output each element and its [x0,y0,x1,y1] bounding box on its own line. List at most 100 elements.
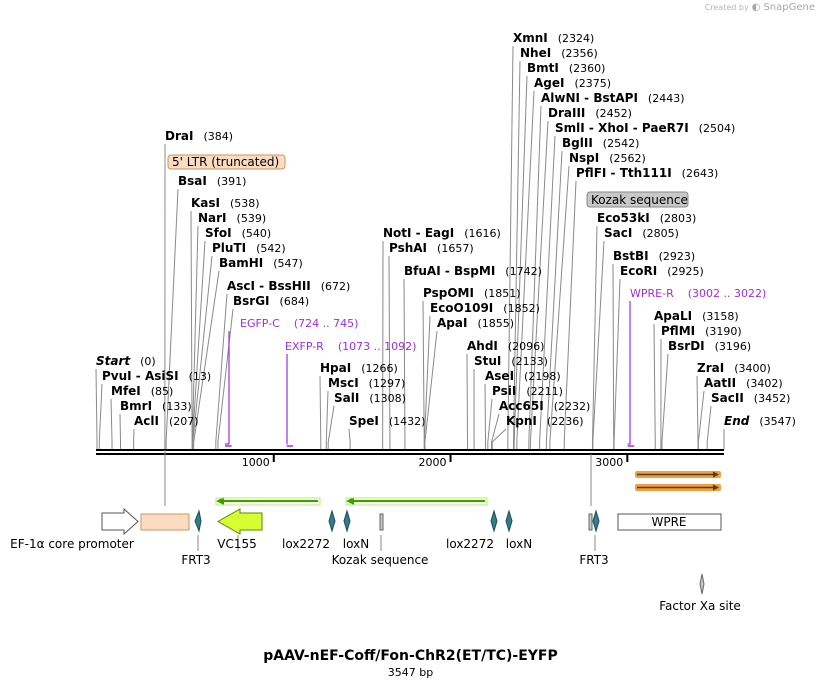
site-label[interactable]: ApaI (1855) [437,316,514,330]
site-position: (3190) [705,325,742,338]
feature-vc155[interactable] [216,508,263,535]
site-name: AhdI [467,339,498,353]
site-label[interactable]: SalI (1308) [334,391,406,405]
site-label[interactable]: AatII (3402) [704,376,783,390]
site-line [319,375,322,450]
site-label[interactable]: Start (0) [96,354,156,368]
site-name: Acc65I [499,399,544,413]
feature-kozak-lower[interactable] [379,513,384,531]
site-label[interactable]: AclI (207) [134,414,199,428]
site-label[interactable]: DraI (384) [165,129,233,143]
site-label[interactable]: NspI (2562) [569,151,646,165]
site-label[interactable]: BstBI (2923) [613,249,695,263]
feature-factor-xa[interactable] [699,573,705,595]
primer-label[interactable]: WPRE-R (3002 .. 3022) [630,287,766,300]
site-label[interactable]: AseI (2198) [485,369,561,383]
site-line [424,330,438,450]
site-label[interactable]: SacI (2805) [604,226,679,240]
site-label[interactable]: BmrI (133) [120,399,192,413]
site-label[interactable]: PflFI - Tth111I (2643) [576,166,718,180]
site-position: (3547) [759,415,796,428]
site-position: (1742) [505,265,542,278]
feature-kozak-upper[interactable]: Kozak sequence [586,191,689,208]
site-label[interactable]: MscI (1297) [328,376,405,390]
feature-frt3-right-label: FRT3 [579,553,608,567]
site-line [613,278,621,450]
site-label[interactable]: KpnI (2236) [506,414,583,428]
site-label[interactable]: SpeI (1432) [349,414,425,428]
site-label[interactable]: SacII (3452) [711,391,790,405]
site-label[interactable]: PvuI - AsiSI (13) [102,369,211,383]
site-name: AgeI [534,76,564,90]
site-line [487,398,493,450]
site-label[interactable]: AgeI (2375) [534,76,611,90]
site-line [612,263,615,450]
site-name: NotI - EagI [383,226,454,240]
site-label[interactable]: EcoO109I (1852) [430,301,540,315]
primer-label[interactable]: EGFP-C (724 .. 745) [240,317,358,330]
feature-lox2272-left[interactable] [328,509,336,533]
site-label[interactable]: KasI (538) [191,196,260,210]
site-label[interactable]: ApaLI (3158) [654,309,739,323]
feature-frt3-left[interactable] [194,509,202,533]
site-name: KpnI [506,414,537,428]
site-label[interactable]: BsaI (391) [178,174,246,188]
site-name: PflFI - Tth111I [576,166,672,180]
site-label[interactable]: BsrGI (684) [233,294,309,308]
site-label[interactable]: BamHI (547) [219,256,303,270]
site-label[interactable]: MfeI (85) [111,384,173,398]
site-label[interactable]: BglII (2542) [562,136,639,150]
site-label[interactable]: NarI (539) [198,211,266,225]
site-label[interactable]: AhdI (2096) [467,339,544,353]
feature-frt3-right[interactable] [588,509,600,533]
feature-kozak-upper-label: Kozak sequence [591,193,688,207]
site-position: (1855) [477,317,514,330]
site-label[interactable]: Acc65I (2232) [499,399,590,413]
feature-wpre[interactable]: WPRE [617,513,722,531]
feature-frt3-left-label: FRT3 [181,553,210,567]
site-position: (0) [140,355,156,368]
primer-name: EGFP-C [240,317,280,330]
site-label[interactable]: NotI - EagI (1616) [383,226,501,240]
site-position: (2504) [699,122,736,135]
site-label[interactable]: End (3547) [724,414,796,428]
site-label[interactable]: PshAI (1657) [389,241,474,255]
site-label[interactable]: EcoRI (2925) [620,264,704,278]
primer-label[interactable]: EXFP-R (1073 .. 1092) [285,340,416,353]
site-name: BstBI [613,249,649,263]
site-label[interactable]: HpaI (1266) [320,361,398,375]
feature-lox2272-right[interactable] [490,509,498,533]
site-label[interactable]: SfoI (540) [205,226,271,240]
site-label[interactable]: AscI - BssHII (672) [227,279,350,293]
site-label[interactable]: BfuAI - BspMI (1742) [404,264,542,278]
site-label[interactable]: BmtI (2360) [527,61,605,75]
site-label[interactable]: PspOMI (1851) [423,286,521,300]
site-position: (2198) [524,370,561,383]
site-label[interactable]: BsrDI (3196) [668,339,751,353]
snapgene-logo-icon: ◐ [751,2,761,13]
feature-ltr-box[interactable] [140,513,190,531]
site-label[interactable]: SmlI - XhoI - PaeR7I (2504) [555,121,735,135]
feature-loxn-right[interactable] [505,509,513,533]
site-label[interactable]: AlwNI - BstAPI (2443) [541,91,684,105]
site-line [119,413,122,450]
feature-5-ltr[interactable]: 5' LTR (truncated) [167,154,286,170]
primer-name: EXFP-R [285,340,324,353]
site-label[interactable]: PsiI (2211) [492,384,563,398]
feature-loxn-right-label: loxN [506,537,532,551]
site-label[interactable]: DraIII (2452) [548,106,632,120]
site-label[interactable]: NheI (2356) [520,46,598,60]
site-label[interactable]: PflMI (3190) [661,324,742,338]
feature-ef1a-promoter[interactable] [101,507,139,536]
site-label[interactable]: ZraI (3400) [697,361,771,375]
site-position: (2096) [508,340,545,353]
brand-product: SnapGene [763,2,815,13]
site-label[interactable]: XmnI (2324) [513,31,594,45]
site-line [217,308,234,450]
feature-loxn-left[interactable] [343,509,351,533]
site-label[interactable]: PluTI (542) [212,241,286,255]
site-label[interactable]: Eco53kI (2803) [597,211,696,225]
site-label[interactable]: StuI (2133) [474,354,548,368]
site-line [192,255,213,450]
